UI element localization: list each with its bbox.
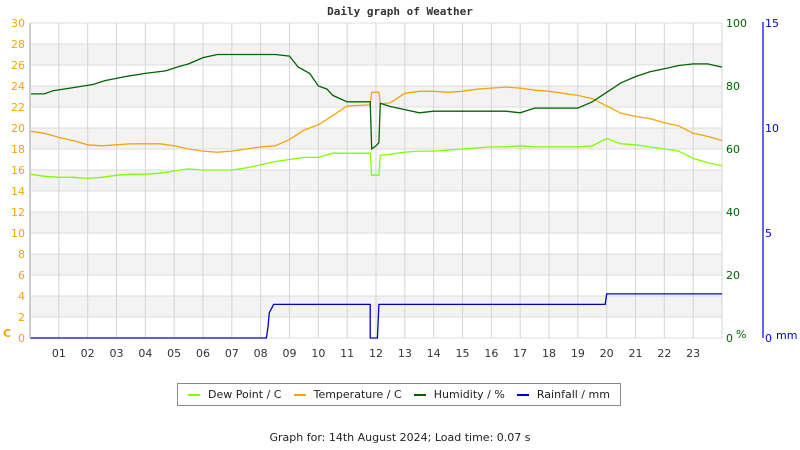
y-tick-label: 22 (11, 101, 25, 114)
chart-legend: Dew Point / C Temperature / C Humidity /… (177, 383, 621, 406)
humidity-swatch (413, 393, 426, 396)
x-tick-label: 07 (225, 347, 239, 360)
rainfall-tick-label: 5 (765, 227, 772, 240)
y-tick-label: 16 (11, 164, 25, 177)
humidity-axis-unit: % (736, 328, 746, 341)
series-line (29, 86, 723, 153)
x-tick-label: 14 (427, 347, 441, 360)
rainfall-tick-label: 15 (765, 17, 779, 30)
y-tick-label: 10 (11, 227, 25, 240)
x-tick-label: 12 (369, 347, 383, 360)
x-tick-label: 03 (110, 347, 124, 360)
y-tick-label: 14 (11, 185, 25, 198)
x-tick-label: 06 (196, 347, 210, 360)
y-tick-label: 0 (18, 332, 25, 345)
legend-item-humidity: Humidity / % (413, 388, 505, 401)
rainfall-tick-label: 10 (765, 122, 779, 135)
legend-label: Humidity / % (433, 388, 505, 401)
x-tick-label: 01 (52, 347, 66, 360)
y-tick-label: 12 (11, 206, 25, 219)
y-tick-label: 24 (11, 80, 25, 93)
humidity-tick-label: 60 (726, 143, 740, 156)
legend-item-temperature: Temperature / C (293, 388, 402, 401)
y-tick-label: 2 (18, 311, 25, 324)
y-tick-label: 28 (11, 38, 25, 51)
legend-label: Dew Point / C (208, 388, 282, 401)
x-tick-label: 02 (81, 347, 95, 360)
x-tick-label: 17 (513, 347, 527, 360)
y-tick-label: 26 (11, 59, 25, 72)
rainfall-tick-label: 0 (765, 332, 772, 345)
graph-footer: Graph for: 14th August 2024; Load time: … (269, 431, 531, 444)
x-tick-label: 15 (456, 347, 470, 360)
x-tick-label: 11 (340, 347, 354, 360)
y-tick-label: 20 (11, 122, 25, 135)
y-tick-label: 8 (18, 248, 25, 261)
legend-label: Temperature / C (313, 388, 402, 401)
legend-item-dew-point: Dew Point / C (188, 388, 281, 401)
x-tick-label: 13 (398, 347, 412, 360)
x-tick-label: 04 (138, 347, 152, 360)
x-tick-label: 16 (484, 347, 498, 360)
legend-item-rainfall: Rainfall / mm (516, 388, 610, 401)
x-tick-label: 23 (686, 347, 700, 360)
humidity-axis-ticks: 0 20 40 60 80 100 (726, 17, 747, 345)
series-lines (29, 53, 723, 339)
x-tick-label: 08 (254, 347, 268, 360)
legend-label: Rainfall / mm (536, 388, 610, 401)
humidity-tick-label: 100 (726, 17, 747, 30)
hour-axis-ticks: 01 02 03 04 05 06 07 08 09 10 11 12 13 14 15 16 17 18 19 20… (52, 347, 700, 360)
humidity-tick-label: 40 (726, 206, 740, 219)
rainfall-swatch (516, 393, 529, 396)
x-tick-label: 05 (167, 347, 181, 360)
left-axis-unit: C (3, 327, 11, 340)
humidity-tick-label: 20 (726, 269, 740, 282)
x-tick-label: 20 (600, 347, 614, 360)
dew-point-swatch (188, 393, 201, 396)
temperature-swatch (293, 393, 306, 396)
x-tick-label: 22 (657, 347, 671, 360)
y-tick-label: 4 (18, 290, 25, 303)
y-tick-label: 6 (18, 269, 25, 282)
y-tick-label: 30 (11, 17, 25, 30)
rainfall-axis-unit: mm (776, 329, 797, 342)
series-line (29, 137, 723, 180)
x-tick-label: 19 (571, 347, 585, 360)
rainfall-axis-ticks: 0 5 10 15 (765, 17, 779, 345)
chart-title: Daily graph of Weather (327, 5, 473, 18)
y-tick-label: 18 (11, 143, 25, 156)
humidity-tick-label: 0 (726, 332, 733, 345)
x-tick-label: 21 (629, 347, 643, 360)
x-tick-label: 18 (542, 347, 556, 360)
humidity-tick-label: 80 (726, 80, 740, 93)
x-tick-label: 10 (311, 347, 325, 360)
series-line (30, 293, 722, 339)
series-line (30, 53, 723, 151)
x-tick-label: 09 (283, 347, 297, 360)
